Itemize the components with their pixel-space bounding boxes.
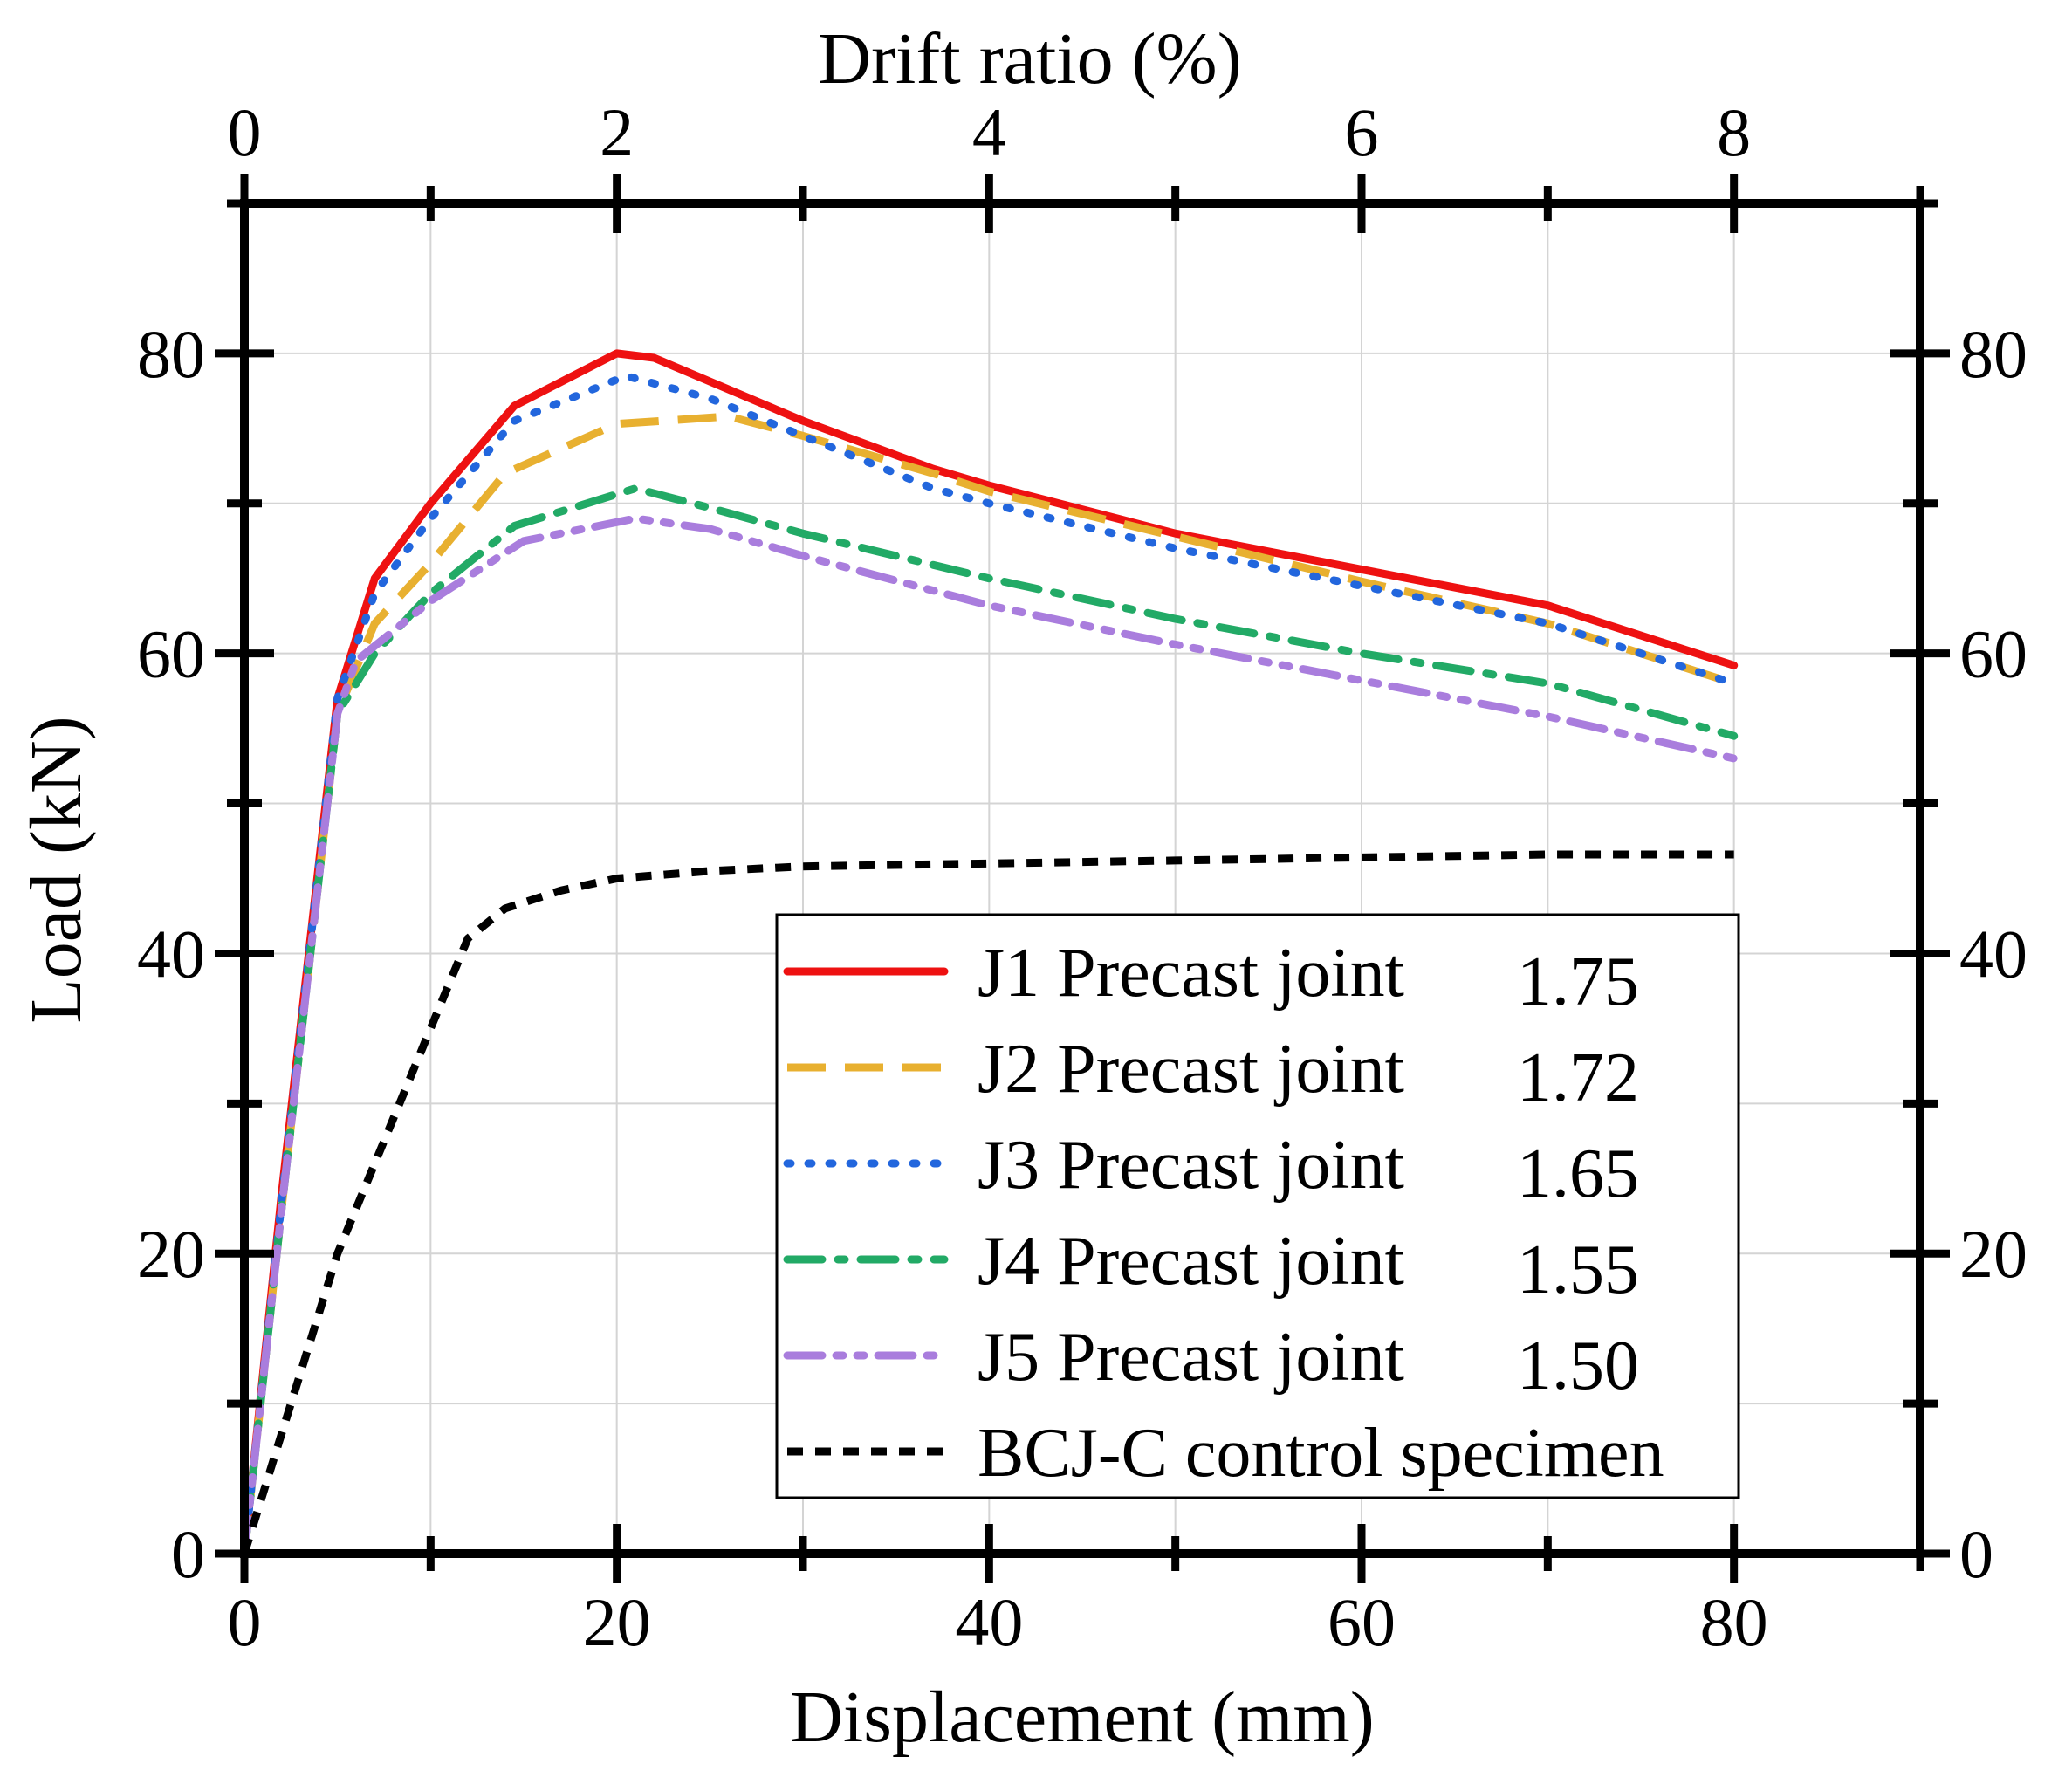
- legend-ratio-j3-precast-joint: 1.65: [1517, 1136, 1639, 1212]
- y-tick-label-left: 80: [137, 316, 205, 392]
- legend-label-j2-precast-joint: J2 Precast joint: [978, 1031, 1404, 1108]
- x-axis-title: Displacement (mm): [790, 1677, 1374, 1758]
- legend-label-bcj-c-control-specimen: BCJ-C control specimen: [978, 1415, 1664, 1492]
- legend-label-j4-precast-joint: J4 Precast joint: [978, 1223, 1404, 1300]
- series-line-j2-precast-joint: [240, 412, 1736, 1554]
- legend-box: [775, 913, 1740, 1499]
- legend-label-j3-precast-joint: J3 Precast joint: [978, 1127, 1404, 1204]
- series-line-j4-precast-joint: [240, 484, 1739, 1558]
- y-tick-label-right: 40: [1959, 916, 2027, 992]
- legend-ratio-j5-precast-joint: 1.50: [1517, 1328, 1639, 1404]
- x-tick-label: 60: [1328, 1584, 1396, 1660]
- data-series: [240, 349, 1739, 1558]
- top-axis-title: Drift ratio (%): [818, 18, 1241, 100]
- y-tick-label-left: 0: [171, 1516, 205, 1592]
- y-axis-title: Load (kN): [16, 716, 97, 1023]
- x-tick-label: 40: [955, 1584, 1023, 1660]
- top-tick-label: 4: [972, 94, 1006, 170]
- y-tick-label-left: 40: [137, 916, 205, 992]
- x-tick-label: 0: [228, 1584, 262, 1660]
- series-line-j5-precast-joint: [240, 514, 1739, 1558]
- legend-label-j5-precast-joint: J5 Precast joint: [978, 1319, 1404, 1396]
- y-tick-label-right: 60: [1959, 616, 2027, 692]
- series-line-bcj-c-control-specimen: [240, 850, 1734, 1555]
- legend-label-j1-precast-joint: J1 Precast joint: [978, 935, 1404, 1012]
- x-tick-label: 80: [1700, 1584, 1768, 1660]
- plot-frame: [240, 199, 1924, 1558]
- legend-ratio-j2-precast-joint: 1.72: [1517, 1040, 1639, 1116]
- top-tick-label: 2: [600, 94, 634, 170]
- top-tick-label: 0: [228, 94, 262, 170]
- y-tick-label-right: 80: [1959, 316, 2027, 392]
- x-tick-label: 20: [583, 1584, 651, 1660]
- legend-ratio-j4-precast-joint: 1.55: [1517, 1232, 1639, 1308]
- top-tick-label: 6: [1345, 94, 1379, 170]
- series-line-j3-precast-joint: [240, 372, 1739, 1558]
- legend: J1 Precast joint 1.75 J2 Precast joint 1.72…: [775, 913, 1740, 1499]
- legend-ratio-j1-precast-joint: 1.75: [1517, 944, 1639, 1020]
- y-tick-label-left: 20: [137, 1216, 205, 1292]
- y-tick-label-right: 20: [1959, 1216, 2027, 1292]
- axis-ticks: [215, 174, 1950, 1583]
- y-tick-label-left: 60: [137, 616, 205, 692]
- top-tick-label: 8: [1717, 94, 1751, 170]
- y-tick-label-right: 0: [1959, 1516, 1993, 1592]
